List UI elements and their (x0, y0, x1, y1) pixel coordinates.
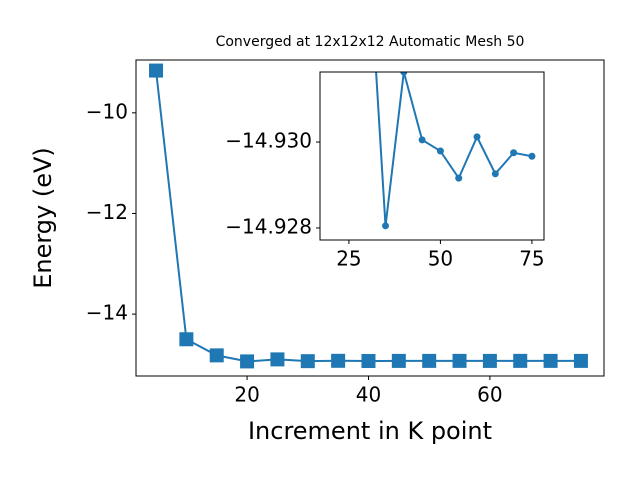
marker (149, 63, 164, 78)
x-tick-label: 40 (356, 383, 381, 407)
plot-area (375, 72, 536, 230)
marker (418, 136, 426, 144)
marker (391, 353, 406, 368)
y-tick-label: −14.930 (225, 129, 312, 153)
marker (361, 353, 376, 368)
marker (270, 352, 285, 367)
axes-frame (135, 59, 605, 377)
marker (436, 147, 444, 155)
x-axis-label: Increment in K point (248, 417, 492, 445)
x-tick-label: 60 (477, 383, 502, 407)
marker (209, 348, 224, 363)
x-tick-label: 75 (519, 247, 544, 271)
series-line (375, 72, 533, 226)
marker (300, 354, 315, 369)
marker (510, 149, 518, 157)
marker (473, 133, 481, 141)
y-tick-label: −12 (86, 200, 128, 224)
marker (513, 353, 528, 368)
marker (491, 170, 499, 178)
marker (452, 353, 467, 368)
marker (331, 353, 346, 368)
marker (543, 353, 558, 368)
marker (528, 152, 536, 160)
marker (179, 332, 194, 347)
axes-frame (319, 71, 545, 241)
y-tick-label: −10 (86, 99, 128, 123)
marker (400, 72, 408, 76)
x-tick-label: 50 (428, 247, 453, 271)
marker (382, 222, 390, 230)
marker (573, 353, 588, 368)
marker (240, 354, 255, 369)
x-tick-label: 20 (234, 383, 259, 407)
y-axis-label: Energy (eV) (29, 147, 57, 289)
marker (455, 174, 463, 182)
y-tick-label: −14 (86, 301, 128, 325)
y-tick-label: −14.928 (225, 214, 312, 238)
chart-title: Converged at 12x12x12 Automatic Mesh 50 (216, 34, 525, 50)
marker (482, 353, 497, 368)
x-tick-label: 25 (336, 247, 361, 271)
marker (422, 353, 437, 368)
plot-area (149, 63, 588, 369)
axes-background (320, 72, 544, 240)
